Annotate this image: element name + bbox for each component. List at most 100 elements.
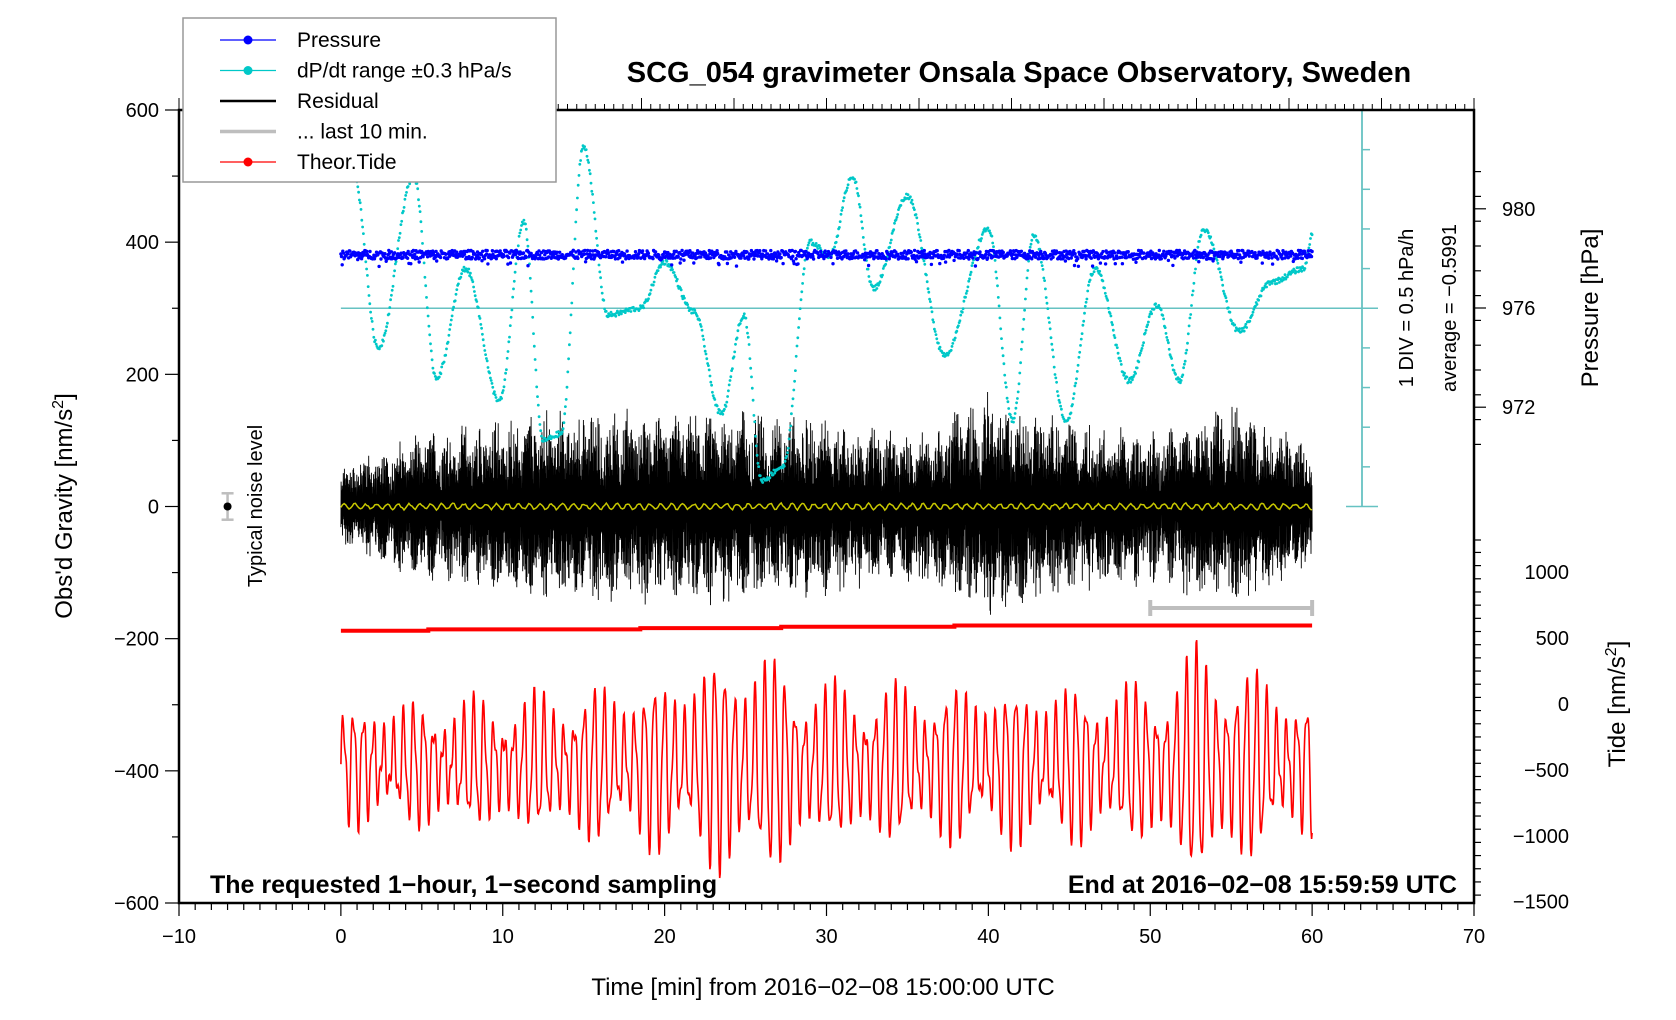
dpdt-point <box>572 267 575 271</box>
dpdt-point <box>1075 377 1078 381</box>
dpdt-point <box>592 201 595 205</box>
dpdt-point <box>801 282 804 285</box>
dpdt-point <box>747 343 751 346</box>
dpdt-point <box>729 375 733 379</box>
dpdt-point <box>1077 355 1081 359</box>
dpdt-point <box>934 333 938 336</box>
dpdt-point <box>968 273 972 277</box>
pressure-point <box>1055 250 1059 255</box>
dpdt-point <box>540 434 543 438</box>
pressure-point <box>792 261 796 266</box>
pressure-point <box>734 249 738 254</box>
dpdt-point <box>950 345 954 348</box>
dpdt-point <box>511 295 515 299</box>
pressure-point <box>707 248 711 253</box>
pressure-point <box>534 255 538 259</box>
dpdt-point <box>756 461 760 465</box>
pressure-point <box>399 251 403 255</box>
dpdt-point <box>988 229 991 233</box>
dpdt-point <box>1224 296 1228 300</box>
dpdt-point <box>861 226 864 230</box>
pressure-point <box>1001 250 1005 255</box>
dpdt-point <box>1013 412 1017 415</box>
dpdt-point <box>1189 313 1193 316</box>
pressure-point <box>617 249 621 253</box>
dpdt-point <box>469 276 473 279</box>
dpdt-point <box>672 271 676 274</box>
dpdt-point <box>1115 343 1118 347</box>
pressure-tick-label: 980 <box>1502 199 1535 221</box>
dpdt-point <box>1198 240 1201 243</box>
dpdt-point <box>709 380 713 384</box>
dpdt-point <box>699 325 703 328</box>
dpdt-point <box>1299 267 1303 271</box>
dpdt-point <box>1059 404 1062 408</box>
pressure-point <box>1235 252 1239 256</box>
dpdt-point <box>752 414 756 417</box>
dpdt-point <box>1172 368 1176 372</box>
dpdt-point <box>623 311 627 314</box>
dpdt-point <box>1220 278 1224 282</box>
noise-level-label: Typical noise level <box>245 425 267 587</box>
pressure-point <box>976 256 980 261</box>
tide-tick-label: 1000 <box>1525 562 1570 584</box>
pressure-point <box>1280 257 1285 261</box>
pressure-point <box>1123 253 1128 257</box>
dpdt-point <box>1218 267 1221 271</box>
dpdt-point <box>702 338 705 341</box>
pressure-point <box>1101 249 1105 254</box>
dpdt-point <box>1190 293 1194 297</box>
dpdt-point <box>866 267 870 271</box>
pressure-point <box>384 259 388 263</box>
y-left-tick-label: 400 <box>126 232 159 254</box>
dpdt-point <box>1187 324 1191 328</box>
dpdt-point <box>655 271 658 275</box>
dpdt-point <box>502 385 506 389</box>
pressure-point <box>365 249 369 254</box>
dpdt-point <box>430 358 434 362</box>
dpdt-point <box>861 236 865 239</box>
dpdt-point <box>485 359 489 363</box>
pressure-point <box>389 250 394 254</box>
dpdt-point <box>510 308 514 312</box>
pressure-point <box>829 255 833 260</box>
dpdt-point <box>869 280 872 284</box>
pressure-point <box>938 261 942 266</box>
pressure-point <box>1253 251 1257 255</box>
pressure-point <box>579 250 583 254</box>
dpdt-point <box>587 161 590 164</box>
dpdt-point <box>382 339 385 343</box>
dpdt-point <box>757 465 761 468</box>
pressure-point <box>846 252 850 256</box>
dpdt-point <box>834 240 838 244</box>
dpdt-point <box>980 233 984 236</box>
dpdt-point <box>574 220 578 224</box>
y-left-tick-label: 600 <box>126 100 159 122</box>
dpdt-point <box>992 245 995 249</box>
dpdt-point <box>1078 350 1082 354</box>
pressure-point <box>498 249 502 253</box>
pressure-point <box>368 249 372 254</box>
pressure-point <box>516 256 520 261</box>
dpdt-point <box>960 310 964 314</box>
pressure-point <box>1237 249 1241 253</box>
dpdt-point <box>888 245 892 249</box>
dpdt-point <box>728 379 732 382</box>
dpdt-point <box>1106 299 1110 302</box>
pressure-point <box>816 252 820 256</box>
dpdt-point <box>1164 332 1168 335</box>
dpdt-point <box>840 209 844 212</box>
dpdt-point <box>1147 320 1150 324</box>
pressure-point <box>455 250 459 254</box>
dpdt-point <box>1238 327 1241 331</box>
dpdt-point <box>802 267 806 271</box>
dpdt-point <box>420 230 424 233</box>
pressure-point <box>866 263 871 268</box>
dpdt-point <box>1196 245 1200 249</box>
pressure-point <box>769 248 773 253</box>
dpdt-point <box>810 238 813 242</box>
dpdt-point <box>424 284 428 288</box>
pressure-point <box>521 251 526 255</box>
dpdt-point <box>991 241 995 245</box>
dpdt-point <box>671 268 674 271</box>
